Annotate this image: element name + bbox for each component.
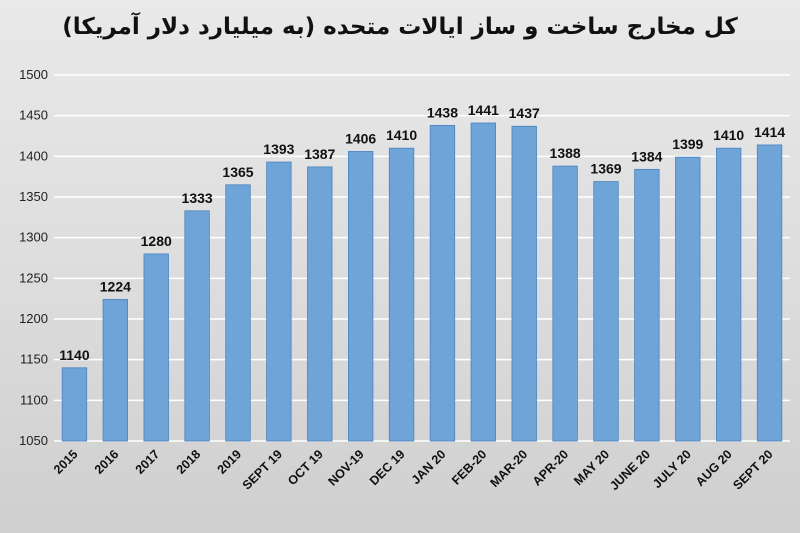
- data-label: 1410: [386, 127, 417, 143]
- y-tick-label: 1350: [19, 189, 48, 204]
- bar: [184, 210, 210, 442]
- data-label: 1140: [59, 347, 90, 363]
- x-tick-label: JUNE 20: [607, 447, 653, 493]
- x-tick-label: JAN 20: [409, 447, 449, 487]
- x-tick-label: OCT 19: [285, 447, 326, 488]
- bar: [102, 299, 128, 442]
- x-tick-label: APR-20: [530, 447, 571, 488]
- x-tick-label: FEB-20: [449, 447, 489, 487]
- bar: [429, 125, 456, 442]
- y-tick-label: 1200: [19, 311, 48, 326]
- bar: [470, 122, 497, 442]
- bar: [511, 125, 537, 442]
- y-tick-label: 1300: [19, 230, 48, 245]
- bar: [388, 147, 415, 442]
- bar: [634, 168, 660, 442]
- bar: [61, 367, 88, 442]
- bar: [675, 156, 701, 442]
- data-label: 1388: [550, 145, 581, 161]
- x-tick-label: 2017: [133, 447, 163, 477]
- data-label: 1387: [304, 146, 335, 162]
- data-label: 1406: [345, 130, 376, 146]
- bar: [225, 184, 251, 442]
- data-label: 1384: [631, 148, 662, 164]
- bar: [593, 181, 619, 442]
- bar: [552, 165, 578, 442]
- bar: [347, 151, 374, 442]
- data-label: 1333: [182, 190, 213, 206]
- x-tick-label: DEC 19: [367, 447, 408, 488]
- data-label: 1224: [100, 278, 131, 294]
- y-tick-label: 1100: [20, 392, 48, 407]
- bar: [266, 161, 292, 442]
- data-label: 1369: [590, 161, 621, 177]
- x-tick-label: SEPT 19: [240, 447, 285, 492]
- data-label: 1280: [141, 233, 172, 249]
- x-tick-label: 2018: [174, 447, 204, 477]
- data-label: 1399: [672, 136, 703, 152]
- data-label: 1365: [222, 164, 253, 180]
- y-tick-label: 1400: [19, 148, 48, 163]
- x-tick-label: JULY 20: [650, 447, 694, 491]
- bar: [756, 144, 783, 442]
- bar: [143, 253, 169, 442]
- chart-title: کل مخارج ساخت و ساز ایالات متحده (به میل…: [62, 14, 738, 40]
- bar: [307, 166, 333, 442]
- data-label: 1410: [713, 127, 744, 143]
- y-tick-label: 1450: [19, 108, 48, 123]
- y-tick-label: 1500: [19, 67, 48, 82]
- x-tick-label: AUG 20: [693, 447, 735, 489]
- x-tick-label: NOV-19: [325, 447, 366, 488]
- y-tick-label: 1150: [20, 352, 48, 367]
- data-label: 1438: [427, 104, 458, 120]
- y-tick-label: 1050: [19, 433, 48, 448]
- data-label: 1437: [509, 105, 540, 121]
- data-label: 1441: [468, 102, 499, 118]
- x-tick-label: 2016: [92, 447, 122, 477]
- x-tick-label: 2019: [215, 447, 245, 477]
- x-tick-label: MAR-20: [488, 447, 531, 490]
- x-tick-label: 2015: [51, 447, 81, 477]
- x-tick-label: MAY 20: [571, 447, 612, 488]
- y-tick-label: 1250: [19, 270, 48, 285]
- data-label: 1414: [754, 124, 785, 140]
- bar: [716, 147, 742, 442]
- data-label: 1393: [263, 141, 294, 157]
- x-tick-label: SEPT 20: [730, 447, 775, 492]
